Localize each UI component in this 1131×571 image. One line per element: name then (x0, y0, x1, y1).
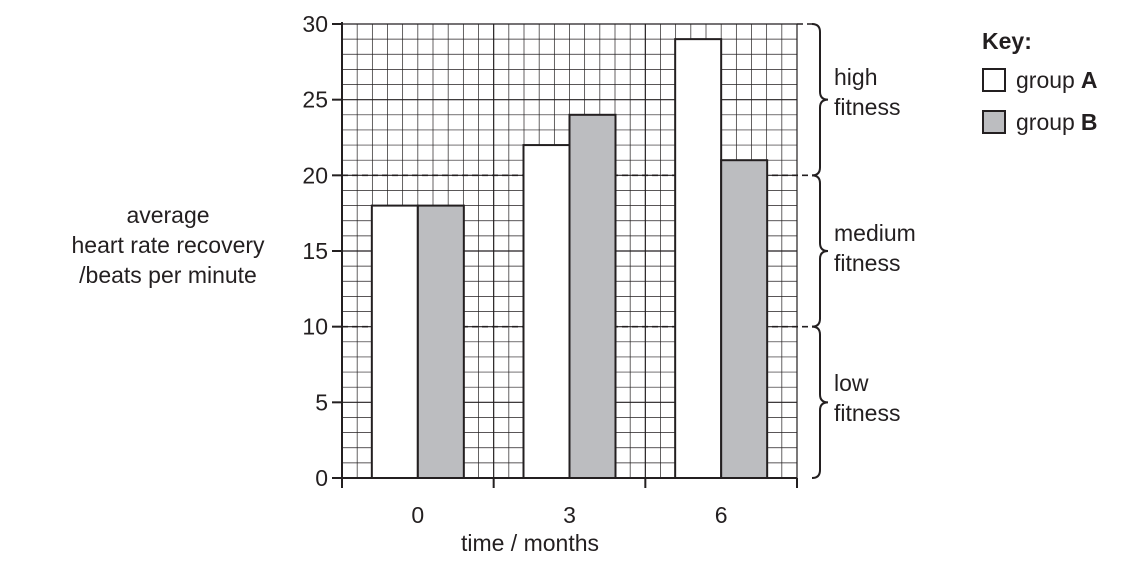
bar-group-b-3 (568, 113, 617, 480)
legend-item-group-b: group B (982, 109, 1097, 135)
ticks: 0 5 10 15 20 25 30 0 3 6 (302, 11, 798, 528)
y-axis-label-line-3: /beats per minute (79, 262, 257, 288)
x-axis-label: time / months (460, 530, 600, 556)
y-axis-label-line-2: heart rate recovery (71, 232, 265, 258)
bar-group-a-0 (370, 204, 419, 479)
y-tick-label: 20 (302, 162, 328, 188)
zone-braces (811, 23, 829, 479)
zone-label-high: high fitness (834, 62, 900, 122)
x-tick-label: 6 (715, 502, 728, 528)
bar-group-b-0 (416, 204, 465, 479)
bar-group-b-6 (720, 159, 769, 479)
zone-medium-line-2: fitness (834, 250, 901, 276)
legend-title: Key: (982, 28, 1032, 54)
y-tick-label: 15 (302, 238, 328, 264)
y-tick-label: 10 (302, 314, 328, 340)
legend-swatch-a (982, 68, 1006, 92)
zone-brace (811, 174, 829, 328)
legend-swatch-b (982, 110, 1006, 134)
y-tick-label: 25 (302, 87, 328, 113)
zone-low-line-2: fitness (834, 400, 901, 426)
y-axis-label-line-1: average (126, 202, 210, 228)
zone-high-line-1: high (834, 64, 878, 90)
legend-label-a-prefix: group (1016, 66, 1075, 93)
zone-low-line-1: low (834, 370, 869, 396)
y-tick-label: 5 (315, 389, 328, 415)
legend: Key: group A group B (982, 28, 1097, 151)
y-axis-label: average heart rate recovery /beats per m… (52, 200, 284, 290)
zone-high-line-2: fitness (834, 94, 901, 120)
legend-item-group-a: group A (982, 67, 1097, 93)
x-tick-label: 0 (411, 502, 424, 528)
legend-label-b-letter: B (1080, 108, 1098, 135)
bar-group-a-3 (522, 144, 571, 479)
x-tick-label: 3 (563, 502, 576, 528)
y-tick-label: 30 (302, 11, 328, 37)
zone-medium-line-1: medium (834, 220, 916, 246)
legend-label-b-prefix: group (1016, 108, 1075, 135)
zone-label-medium: medium fitness (834, 218, 916, 278)
zone-brace (811, 23, 829, 177)
bars (370, 38, 769, 480)
zone-label-low: low fitness (834, 368, 900, 428)
y-tick-label: 0 (315, 465, 328, 491)
bar-group-a-6 (674, 38, 723, 480)
zone-brace (811, 325, 829, 479)
legend-label-a-letter: A (1080, 66, 1098, 93)
